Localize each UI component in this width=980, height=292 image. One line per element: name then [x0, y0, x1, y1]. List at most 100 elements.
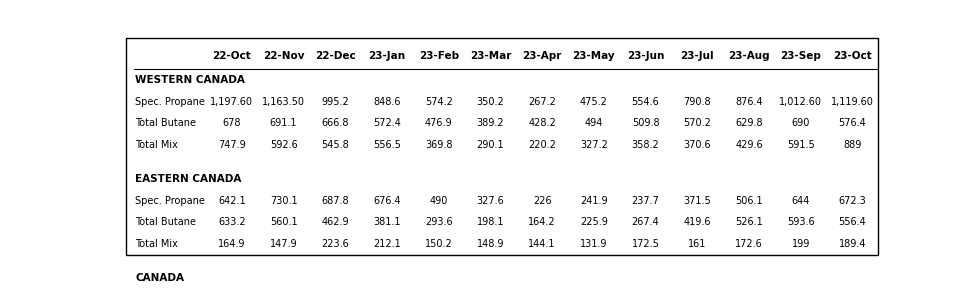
Text: 389.2: 389.2: [476, 118, 505, 128]
Text: Spec. Propane: Spec. Propane: [135, 196, 205, 206]
Text: 476.9: 476.9: [425, 118, 453, 128]
Text: 131.9: 131.9: [580, 239, 608, 248]
Text: 545.8: 545.8: [321, 140, 349, 150]
Text: 23-Oct: 23-Oct: [833, 51, 872, 61]
Text: 494: 494: [585, 118, 603, 128]
Text: 644: 644: [792, 196, 809, 206]
Text: 419.6: 419.6: [683, 217, 710, 227]
Text: 23-Mar: 23-Mar: [469, 51, 512, 61]
Text: 225.9: 225.9: [580, 217, 608, 227]
Text: 23-Apr: 23-Apr: [522, 51, 562, 61]
Text: 554.6: 554.6: [632, 97, 660, 107]
Text: 592.6: 592.6: [270, 140, 298, 150]
Text: 509.8: 509.8: [632, 118, 660, 128]
Text: 369.8: 369.8: [425, 140, 453, 150]
Text: 23-Jul: 23-Jul: [680, 51, 714, 61]
Text: 506.1: 506.1: [735, 196, 762, 206]
Text: 570.2: 570.2: [683, 118, 711, 128]
Text: 690: 690: [792, 118, 809, 128]
Text: Spec. Propane: Spec. Propane: [135, 97, 205, 107]
Text: CANADA: CANADA: [135, 273, 184, 283]
Text: 23-Jun: 23-Jun: [627, 51, 664, 61]
Text: 267.2: 267.2: [528, 97, 556, 107]
Text: 147.9: 147.9: [270, 239, 297, 248]
Text: 290.1: 290.1: [476, 140, 505, 150]
Text: 223.6: 223.6: [321, 239, 349, 248]
Text: 164.9: 164.9: [219, 239, 246, 248]
Text: 747.9: 747.9: [218, 140, 246, 150]
Text: 22-Nov: 22-Nov: [263, 51, 305, 61]
Text: 560.1: 560.1: [270, 217, 297, 227]
Text: 237.7: 237.7: [631, 196, 660, 206]
Text: 371.5: 371.5: [683, 196, 711, 206]
Text: 172.6: 172.6: [735, 239, 762, 248]
Text: 678: 678: [222, 118, 241, 128]
Text: 790.8: 790.8: [683, 97, 711, 107]
Text: 1,197.60: 1,197.60: [211, 97, 254, 107]
Text: 889: 889: [843, 140, 861, 150]
Text: 327.2: 327.2: [580, 140, 608, 150]
Text: 526.1: 526.1: [735, 217, 762, 227]
Text: 267.4: 267.4: [632, 217, 660, 227]
Text: 327.6: 327.6: [476, 196, 505, 206]
Text: 462.9: 462.9: [321, 217, 349, 227]
Text: 358.2: 358.2: [632, 140, 660, 150]
Text: 629.8: 629.8: [735, 118, 762, 128]
Text: 161: 161: [688, 239, 707, 248]
Text: 691.1: 691.1: [270, 118, 297, 128]
Text: 23-Aug: 23-Aug: [728, 51, 769, 61]
Text: 1,163.50: 1,163.50: [262, 97, 305, 107]
Text: 633.2: 633.2: [219, 217, 246, 227]
Text: 1,119.60: 1,119.60: [831, 97, 874, 107]
Text: 642.1: 642.1: [219, 196, 246, 206]
Text: 848.6: 848.6: [373, 97, 401, 107]
Text: 556.5: 556.5: [373, 140, 401, 150]
Text: 666.8: 666.8: [321, 118, 349, 128]
Text: 475.2: 475.2: [580, 97, 608, 107]
Text: 150.2: 150.2: [425, 239, 453, 248]
Text: 490: 490: [429, 196, 448, 206]
Text: 189.4: 189.4: [839, 239, 866, 248]
Text: 241.9: 241.9: [580, 196, 608, 206]
Text: 672.3: 672.3: [839, 196, 866, 206]
Text: 220.2: 220.2: [528, 140, 556, 150]
Text: 676.4: 676.4: [373, 196, 401, 206]
Text: 1,012.60: 1,012.60: [779, 97, 822, 107]
Text: 381.1: 381.1: [373, 217, 401, 227]
Text: 212.1: 212.1: [373, 239, 401, 248]
Text: EASTERN CANADA: EASTERN CANADA: [135, 174, 242, 184]
Text: 876.4: 876.4: [735, 97, 762, 107]
Text: Total Mix: Total Mix: [135, 239, 178, 248]
Text: 148.9: 148.9: [476, 239, 504, 248]
Text: 172.5: 172.5: [631, 239, 660, 248]
Text: Total Butane: Total Butane: [135, 217, 196, 227]
Text: 293.6: 293.6: [425, 217, 453, 227]
Text: 23-Sep: 23-Sep: [780, 51, 821, 61]
Text: 370.6: 370.6: [683, 140, 711, 150]
Text: 576.4: 576.4: [839, 118, 866, 128]
Text: 593.6: 593.6: [787, 217, 814, 227]
Text: Total Mix: Total Mix: [135, 140, 178, 150]
Text: 730.1: 730.1: [270, 196, 297, 206]
Text: 995.2: 995.2: [321, 97, 349, 107]
Text: 574.2: 574.2: [424, 97, 453, 107]
Text: Total Butane: Total Butane: [135, 118, 196, 128]
Text: 22-Dec: 22-Dec: [315, 51, 356, 61]
Text: 23-Feb: 23-Feb: [418, 51, 459, 61]
Text: 144.1: 144.1: [528, 239, 556, 248]
Text: 198.1: 198.1: [476, 217, 504, 227]
Text: 687.8: 687.8: [321, 196, 349, 206]
Text: 556.4: 556.4: [839, 217, 866, 227]
Text: 572.4: 572.4: [373, 118, 401, 128]
Text: 591.5: 591.5: [787, 140, 814, 150]
Text: 226: 226: [533, 196, 552, 206]
Text: 23-Jan: 23-Jan: [368, 51, 406, 61]
Text: 429.6: 429.6: [735, 140, 762, 150]
Text: WESTERN CANADA: WESTERN CANADA: [135, 75, 245, 85]
Text: 199: 199: [792, 239, 809, 248]
Text: 22-Oct: 22-Oct: [213, 51, 251, 61]
Text: 428.2: 428.2: [528, 118, 556, 128]
Text: 164.2: 164.2: [528, 217, 556, 227]
Text: 23-May: 23-May: [572, 51, 615, 61]
Text: 350.2: 350.2: [476, 97, 505, 107]
